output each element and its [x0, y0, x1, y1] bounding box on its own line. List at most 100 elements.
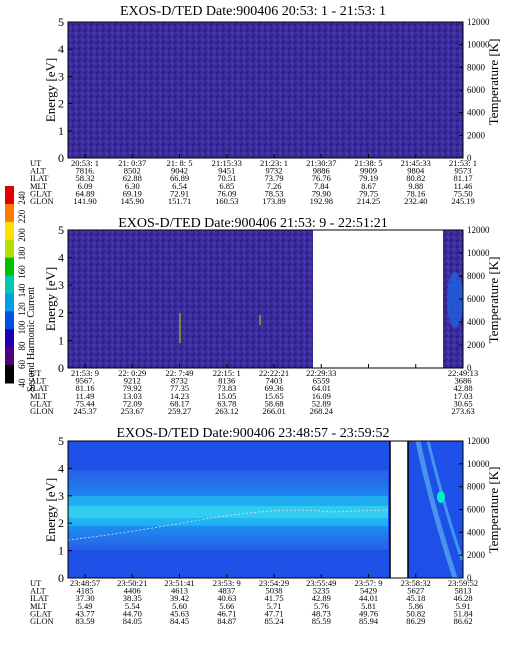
table-cell: 6559	[313, 376, 330, 386]
table-cell: 44.70	[123, 608, 142, 618]
y-tick-label: 5	[58, 223, 64, 237]
colorbar-tick-label: 40	[17, 378, 27, 388]
y2-tick-label: 10000	[467, 248, 490, 258]
table-cell: 9.88	[408, 181, 423, 191]
table-cell: 79.75	[359, 188, 378, 198]
table-cell: 8.67	[361, 181, 376, 191]
panel-3-ylabel: Energy [eV]	[43, 478, 58, 542]
y2-tick-label: 2000	[467, 550, 486, 560]
panel-1: EXOS-D/TED Date:900406 20:53: 1 - 21:53:…	[30, 4, 501, 206]
table-row-label: MLT	[30, 391, 48, 401]
table-cell: 6.54	[172, 181, 188, 191]
table-cell: 63.78	[217, 398, 236, 408]
y-tick-label: 4	[58, 251, 64, 265]
table-cell: 21: 0:37	[118, 158, 146, 168]
table-cell: 5.49	[78, 601, 93, 611]
table-cell: 8732	[171, 376, 188, 386]
table-cell: 46.28	[453, 593, 472, 603]
table-cell: 41.75	[264, 593, 283, 603]
table-cell: 44.01	[359, 593, 378, 603]
colorbar-swatch	[5, 257, 14, 277]
y2-tick-label: 2000	[467, 340, 486, 350]
table-cell: 70.51	[217, 173, 236, 183]
table-cell: 48.73	[312, 608, 331, 618]
table-cell: 23:50:21	[117, 578, 147, 588]
table-row-label: ALT	[30, 166, 47, 176]
table-cell: 4185	[77, 586, 94, 596]
table-cell: 81.16	[75, 383, 94, 393]
y-tick-label: 2	[58, 306, 64, 320]
table-cell: 5429	[360, 586, 377, 596]
panel-3-core-band	[68, 506, 388, 518]
table-row-label: ILAT	[30, 593, 49, 603]
y-tick-label: 3	[58, 69, 64, 83]
table-cell: 5038	[266, 586, 283, 596]
table-cell: 84.87	[217, 616, 236, 626]
y2-tick-label: 4000	[467, 108, 486, 118]
table-cell: 4837	[218, 586, 235, 596]
table-cell: 214.25	[357, 196, 380, 206]
table-cell: 68.17	[170, 398, 189, 408]
panel-1-ylabel: Energy [eV]	[43, 58, 58, 122]
y2-tick-label: 10000	[467, 459, 490, 469]
table-cell: 78.16	[406, 188, 425, 198]
y-tick-label: 1	[58, 124, 64, 138]
table-cell: 72.09	[123, 398, 142, 408]
table-row-label: MLT	[30, 601, 48, 611]
colorbar-tick-label: 200	[17, 228, 27, 242]
table-cell: 79.90	[312, 188, 331, 198]
table-cell: 49.76	[359, 608, 378, 618]
table-cell: 84.05	[123, 616, 142, 626]
y2-tick-label: 4000	[467, 317, 486, 327]
table-cell: 21:53: 1	[449, 158, 477, 168]
colorbar-swatch	[5, 293, 14, 312]
colorbar-swatch	[5, 329, 14, 348]
table-cell: 5.86	[408, 601, 423, 611]
table-cell: 78.53	[264, 188, 283, 198]
table-cell: 20:53: 1	[71, 158, 99, 168]
y-tick-label: 4	[58, 42, 64, 56]
table-cell: 85.24	[264, 616, 284, 626]
colorbar-swatch	[5, 275, 14, 294]
table-cell: 64.01	[312, 383, 331, 393]
colorbar-swatch	[5, 203, 14, 223]
y-tick-label: 2	[58, 516, 64, 530]
table-cell: 76.76	[312, 173, 331, 183]
table-cell: 259.27	[168, 406, 191, 416]
table-cell: 42.89	[312, 593, 331, 603]
y-tick-label: 2	[58, 97, 64, 111]
table-cell: 21:38: 5	[354, 158, 382, 168]
y2-tick-label: 12000	[467, 225, 490, 235]
table-cell: 43.77	[75, 608, 94, 618]
colorbar-tick-label: 60	[17, 360, 27, 370]
table-cell: 23:59:52	[448, 578, 478, 588]
table-row-label: GLAT	[30, 398, 53, 408]
table-cell: 4613	[171, 586, 188, 596]
y2-tick-label: 8000	[467, 271, 486, 281]
panel-3-data-gap	[390, 441, 408, 578]
colorbar: 240 220 200 180 160 140 120 100 80 60 40 Second Ha…	[5, 186, 37, 392]
colorbar-tick-label: 140	[17, 283, 27, 297]
table-cell: 14.23	[170, 391, 189, 401]
panel-3: EXOS-D/TED Date:900406 23:48:57 - 23:59:…	[30, 426, 501, 626]
table-row-label: UT	[30, 578, 42, 588]
table-cell: 145.90	[121, 196, 144, 206]
table-cell: 5.91	[456, 601, 471, 611]
panel-3-low-energy-trace	[67, 509, 389, 541]
table-cell: 8502	[124, 166, 141, 176]
table-cell: 5.81	[361, 601, 376, 611]
table-cell: 13.03	[123, 391, 142, 401]
table-cell: 141.90	[73, 196, 96, 206]
y-tick-label: 4	[58, 461, 64, 475]
table-cell: 15.05	[217, 391, 236, 401]
table-cell: 23:58:32	[401, 578, 431, 588]
table-cell: 58.32	[75, 173, 94, 183]
table-cell: 84.45	[170, 616, 189, 626]
table-cell: 23:48:57	[70, 578, 100, 588]
table-cell: 9451	[218, 166, 235, 176]
table-cell: 9042	[171, 166, 188, 176]
table-cell: 173.89	[262, 196, 285, 206]
table-row-label: ILAT	[30, 173, 49, 183]
colorbar-swatch	[5, 365, 14, 384]
y2-tick-label: 2000	[467, 130, 486, 140]
